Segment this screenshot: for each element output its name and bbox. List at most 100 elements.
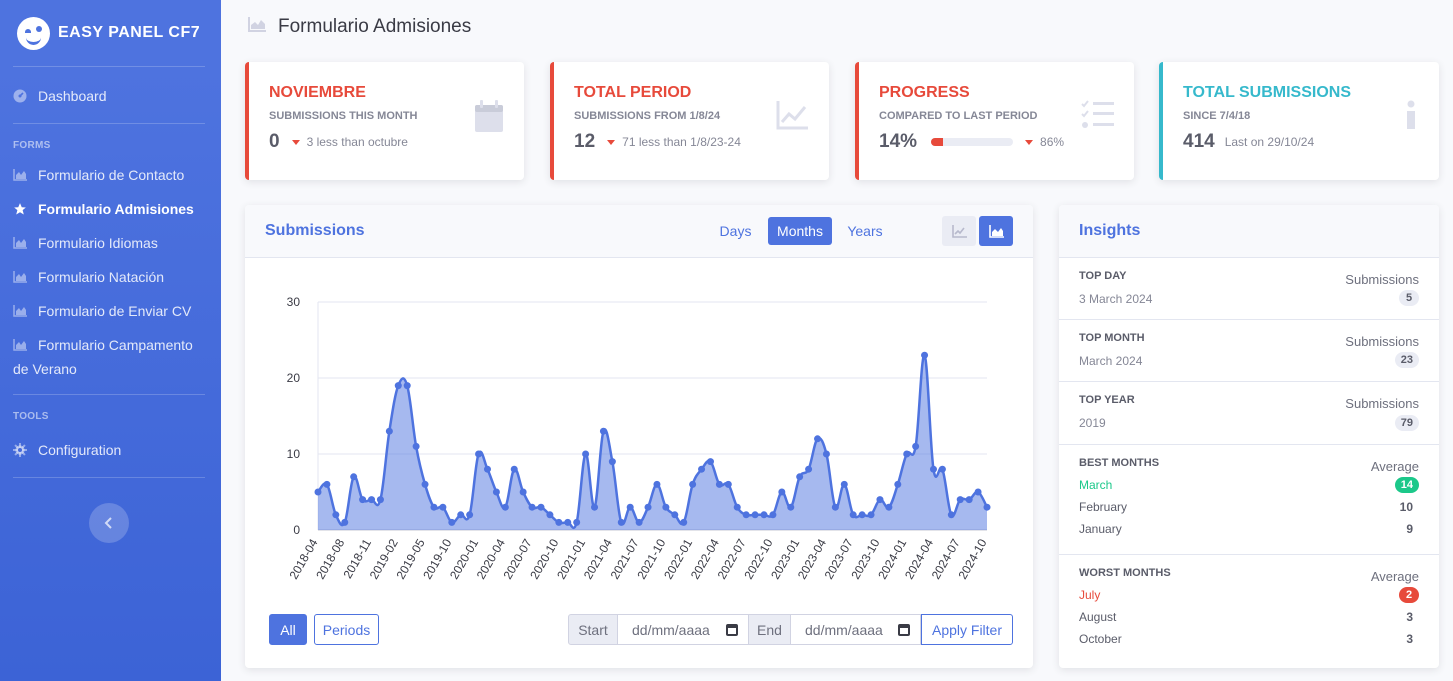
- data-point: [475, 450, 483, 458]
- insight-label: TOP YEAR: [1079, 394, 1135, 406]
- sidebar-item-form[interactable]: Formulario de Enviar CV: [0, 299, 221, 323]
- data-point: [974, 488, 982, 496]
- worst-month-row: July: [1079, 588, 1419, 602]
- data-point: [591, 503, 599, 511]
- sidebar-divider: [13, 123, 205, 124]
- sidebar-item-form[interactable]: Formulario Campamento de Verano: [0, 333, 221, 381]
- best-month-row: January 9: [1079, 522, 1419, 536]
- forms-list: Formulario de Contacto Formulario Admisio…: [0, 163, 221, 381]
- range-months-button[interactable]: Months: [768, 217, 832, 245]
- brand[interactable]: EASY PANEL CF7: [0, 0, 221, 66]
- sidebar-item-form[interactable]: Formulario de Contacto: [0, 163, 221, 187]
- sidebar-item-form[interactable]: Formulario Natación: [0, 265, 221, 289]
- data-point: [439, 503, 447, 511]
- range-days-button[interactable]: Days: [719, 223, 752, 239]
- tasks-icon: [1081, 100, 1114, 135]
- stat-card-progress: PROGRESS COMPARED TO LAST PERIOD 14% 86%: [855, 62, 1134, 180]
- stat-note: Last on 29/10/24: [1224, 135, 1315, 149]
- data-point: [510, 465, 518, 473]
- sidebar-item-label: Dashboard: [38, 88, 107, 104]
- data-point: [858, 511, 866, 519]
- data-point: [448, 518, 456, 526]
- data-point: [368, 496, 376, 504]
- caret-down-icon: [1025, 139, 1034, 145]
- insight-value: 2019: [1079, 416, 1106, 430]
- data-point: [483, 465, 491, 473]
- date-placeholder: dd/mm/aaaa: [632, 621, 710, 638]
- apply-filter-button[interactable]: Apply Filter: [921, 614, 1013, 645]
- filter-all-button[interactable]: All: [269, 614, 307, 645]
- data-point: [814, 435, 822, 443]
- insight-unit: Submissions: [1345, 334, 1419, 349]
- sidebar-divider: [13, 394, 205, 395]
- data-point: [350, 473, 358, 481]
- data-point: [573, 518, 581, 526]
- page-title: Formulario Admisiones: [248, 16, 471, 38]
- data-point: [894, 480, 902, 488]
- area-fill: [318, 355, 987, 530]
- month-average: 3: [1406, 632, 1413, 646]
- calendar-icon[interactable]: [898, 624, 910, 636]
- insight-badge: 5: [1399, 290, 1419, 306]
- stat-note: 3 less than octubre: [306, 135, 408, 149]
- insight-value: March 2024: [1079, 354, 1143, 368]
- y-tick-label: 20: [287, 371, 301, 385]
- stat-value: 414: [1183, 131, 1215, 152]
- month-name: March: [1079, 478, 1113, 492]
- worst-month-row: August 3: [1079, 610, 1419, 624]
- stat-card-month: NOVIEMBRE SUBMISSIONS THIS MONTH 0 3 les…: [245, 62, 524, 180]
- data-point: [644, 503, 652, 511]
- data-point: [519, 488, 527, 496]
- caret-down-icon: [291, 139, 300, 145]
- area-chart-toggle-button[interactable]: [979, 216, 1013, 246]
- data-point: [582, 450, 590, 458]
- start-date-input[interactable]: dd/mm/aaaa: [617, 614, 749, 645]
- line-chart-toggle-button[interactable]: [942, 216, 976, 246]
- stat-title: TOTAL SUBMISSIONS: [1183, 84, 1352, 101]
- data-point: [831, 503, 839, 511]
- data-point: [662, 503, 670, 511]
- data-point: [680, 518, 688, 526]
- submissions-chart: 01020302018-042018-082018-112019-022019-…: [286, 295, 991, 582]
- sidebar-toggle-button[interactable]: [89, 503, 129, 543]
- sidebar-item-configuration[interactable]: Configuration: [0, 438, 221, 462]
- data-point: [698, 465, 706, 473]
- insight-label: TOP MONTH: [1079, 332, 1145, 344]
- data-point: [341, 518, 349, 526]
- month-name: July: [1079, 588, 1101, 602]
- month-average-badge: 2: [1399, 587, 1419, 603]
- insight-unit: Submissions: [1345, 272, 1419, 287]
- sidebar-item-label: Configuration: [38, 442, 122, 458]
- page-title-text: Formulario Admisiones: [278, 16, 472, 37]
- insights-card-header: Insights: [1059, 205, 1439, 258]
- sidebar-item-form[interactable]: Formulario Admisiones: [0, 197, 221, 221]
- sidebar-item-form[interactable]: Formulario Idiomas: [0, 231, 221, 255]
- data-point: [689, 480, 697, 488]
- chart-area-icon: [13, 299, 38, 323]
- range-years-button[interactable]: Years: [847, 223, 883, 239]
- calendar-icon[interactable]: [726, 624, 738, 636]
- stat-subtitle: COMPARED TO LAST PERIOD: [879, 110, 1038, 122]
- data-point: [457, 511, 465, 519]
- filter-periods-button[interactable]: Periods: [314, 614, 379, 645]
- data-point: [608, 458, 616, 466]
- data-point: [314, 488, 322, 496]
- data-point: [947, 511, 955, 519]
- insight-top-year: TOP YEAR 2019 Submissions 79: [1059, 382, 1439, 445]
- data-point: [376, 496, 384, 504]
- star-icon: [13, 197, 38, 221]
- y-tick-label: 30: [287, 295, 301, 309]
- chart-area-icon: [988, 224, 1004, 238]
- data-point: [796, 473, 804, 481]
- sidebar-item-dashboard[interactable]: Dashboard: [0, 84, 221, 108]
- month-name: February: [1079, 500, 1128, 514]
- data-point: [653, 480, 661, 488]
- end-date-input[interactable]: dd/mm/aaaa: [790, 614, 921, 645]
- sidebar: EASY PANEL CF7 Dashboard FORMS Formulari…: [0, 0, 221, 681]
- month-name: January: [1079, 522, 1122, 536]
- best-month-row: February 10: [1079, 500, 1419, 514]
- chart-area-icon: [13, 333, 38, 357]
- insights-card: Insights TOP DAY 3 March 2024 Submission…: [1059, 205, 1439, 668]
- data-point: [805, 465, 813, 473]
- data-point: [912, 442, 920, 450]
